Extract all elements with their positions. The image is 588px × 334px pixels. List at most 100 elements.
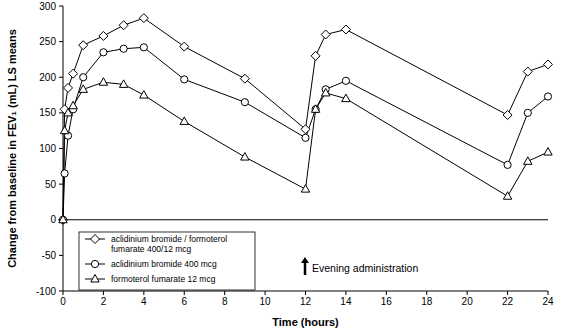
x-tick-label: 18 [421,296,433,307]
x-tick [265,291,266,295]
y-tick [59,148,63,149]
point [524,157,532,165]
y-tick-label: -100 [36,286,56,297]
point [180,42,189,51]
point [241,99,248,106]
point [321,30,330,39]
x-tick-label: 20 [462,296,474,307]
point [311,105,319,113]
point [59,215,67,223]
x-tick [507,291,508,295]
y-tick [59,112,63,113]
legend-label-line: aclidinium bromide 400 mcg [111,259,217,269]
point [140,91,148,99]
point [99,31,108,40]
legend-label-line: aclidinium bromide / formoterol [111,234,227,244]
point [240,74,249,83]
x-tick-label: 12 [300,296,312,307]
y-tick-label: 200 [39,72,56,83]
point [140,44,147,51]
y-axis-label: Change from baseline in FEV₁ (mL) LS mea… [6,29,18,268]
y-tick-label: 0 [50,214,56,225]
point [119,80,127,88]
x-tick [143,291,144,295]
legend-marker [91,260,98,267]
x-tick [426,291,427,295]
point [301,125,310,134]
x-tick [467,291,468,295]
y-tick [59,41,63,42]
y-tick-label: 250 [39,36,56,47]
x-tick-label: 4 [141,296,147,307]
point [312,106,319,113]
legend-marker [91,235,100,244]
point [342,77,349,84]
point [544,60,553,69]
y-tick-label: 100 [39,143,56,154]
point [99,78,107,86]
point [504,161,511,168]
x-tick [184,291,185,295]
x-tick-label: 22 [502,296,514,307]
x-tick [386,291,387,295]
point [119,21,128,30]
x-tick [103,291,104,295]
point [322,88,330,96]
annotation: Evening administration [312,262,418,274]
y-tick [59,255,63,256]
legend-label: aclidinium bromide / formoterolfumarate … [111,234,227,254]
point [59,216,66,223]
point [311,51,320,60]
point [79,85,87,93]
x-tick-label: 16 [381,296,393,307]
point [544,93,551,100]
point [59,215,68,224]
y-tick [59,6,63,7]
x-tick-label: 14 [340,296,352,307]
series-line [63,18,548,220]
legend-box [79,232,255,290]
point [64,83,73,92]
legend-label: formoterol fumarate 12 mcg [111,274,216,284]
point [544,148,552,156]
y-tick [59,291,63,292]
x-tick [305,291,306,295]
point [120,45,127,52]
point [69,101,77,109]
point [341,25,350,34]
x-tick-label: 2 [101,296,107,307]
point [523,67,532,76]
point [80,74,87,81]
y-tick-label: 300 [39,1,56,12]
point [503,111,512,120]
point [139,14,148,23]
point [100,49,107,56]
point [180,117,188,125]
x-tick-label: 8 [222,296,228,307]
point [61,170,68,177]
reference-line [63,219,548,220]
point [60,126,68,134]
point [241,153,249,161]
point [524,109,531,116]
annotation-arrowhead [301,257,309,263]
legend-label: aclidinium bromide 400 mcg [111,259,217,269]
y-tick-label: -50 [42,250,57,261]
legend-marker [91,275,99,283]
y-tick [59,77,63,78]
point [181,76,188,83]
annotation-arrow [304,262,307,275]
x-tick [548,291,549,295]
point [301,185,309,193]
y-tick-label: 50 [45,179,57,190]
legend: aclidinium bromide / formoterolfumarate … [79,232,255,290]
plot-area [59,14,553,225]
legend-label-line: fumarate 400/12 mcg [111,244,192,254]
point [79,41,88,50]
chart: -100-50050100150200250300024681012141618… [0,0,588,334]
x-tick [224,291,225,295]
x-axis-label: Time (hours) [272,316,339,328]
point [64,108,72,116]
y-tick [59,184,63,185]
x-tick-label: 10 [260,296,272,307]
